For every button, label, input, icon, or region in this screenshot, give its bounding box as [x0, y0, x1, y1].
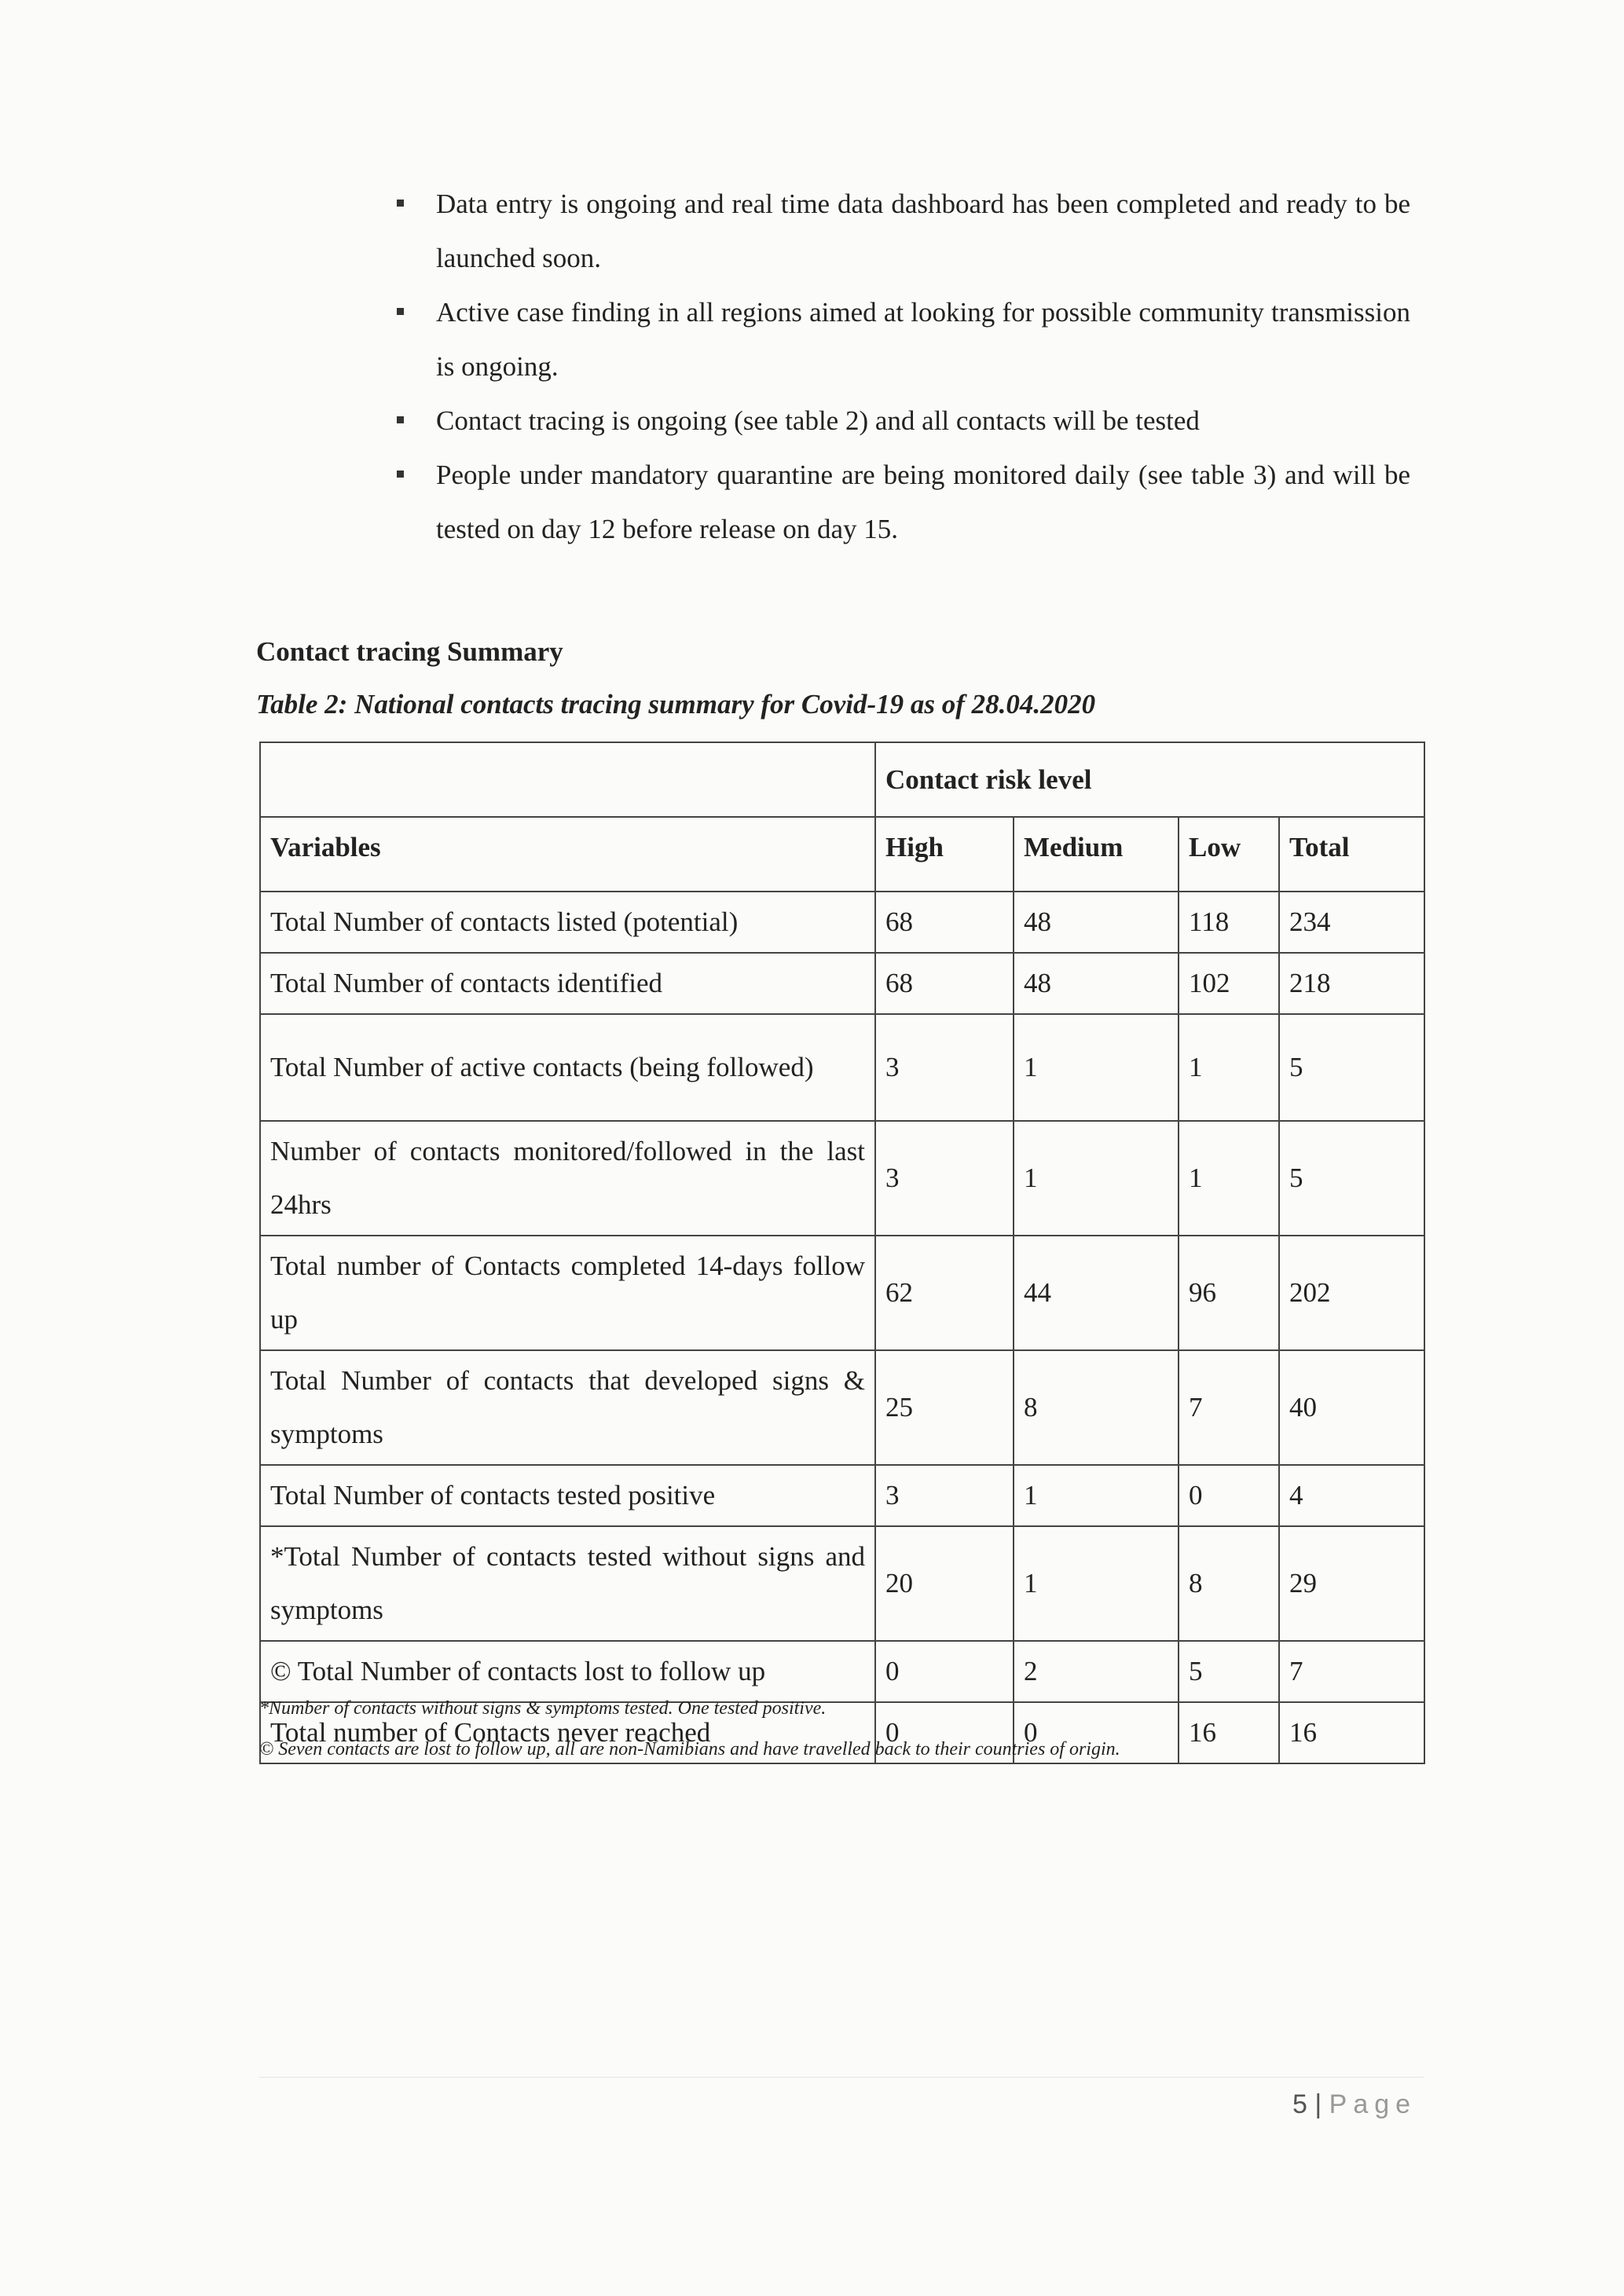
- variable-cell: © Total Number of contacts lost to follo…: [259, 1640, 876, 1703]
- value-cell: 3: [874, 1013, 1014, 1122]
- table-row: Number of contacts monitored/followed in…: [259, 1120, 1426, 1236]
- header-medium: Medium: [1013, 816, 1179, 892]
- value-cell: 234: [1278, 891, 1426, 954]
- value-cell: 1: [1178, 1120, 1280, 1236]
- value-cell: 0: [874, 1640, 1014, 1703]
- table-row: Total Number of contacts that developed …: [259, 1349, 1426, 1466]
- value-cell: 5: [1278, 1013, 1426, 1122]
- value-cell: 3: [874, 1464, 1014, 1527]
- footer-divider: [259, 2077, 1424, 2078]
- bullet-icon: [397, 416, 404, 423]
- variable-cell: Total Number of contacts that developed …: [259, 1349, 876, 1466]
- empty-header-cell: [259, 742, 876, 818]
- value-cell: 0: [874, 1701, 1014, 1764]
- table-row: Total Number of contacts identified 68 48 1…: [259, 952, 1426, 1015]
- header-high: High: [874, 816, 1014, 892]
- value-cell: 5: [1278, 1120, 1426, 1236]
- bullet-item: People under mandatory quarantine are be…: [397, 448, 1410, 556]
- table-row: Total Number of active contacts (being f…: [259, 1013, 1426, 1122]
- variable-cell: Total Number of contacts tested positive: [259, 1464, 876, 1527]
- variable-cell: Total Number of active contacts (being f…: [259, 1013, 876, 1122]
- bullet-item: Contact tracing is ongoing (see table 2)…: [397, 394, 1410, 448]
- value-cell: 1: [1013, 1120, 1179, 1236]
- table-row: Total number of Contacts completed 14-da…: [259, 1235, 1426, 1351]
- value-cell: 25: [874, 1349, 1014, 1466]
- table-row: Total Number of contacts tested positive…: [259, 1464, 1426, 1527]
- bullet-text: Active case finding in all regions aimed…: [436, 297, 1410, 382]
- value-cell: 68: [874, 952, 1014, 1015]
- value-cell: 44: [1013, 1235, 1179, 1351]
- bullet-text: People under mandatory quarantine are be…: [436, 460, 1410, 544]
- value-cell: 48: [1013, 952, 1179, 1015]
- value-cell: 118: [1178, 891, 1280, 954]
- bullet-item: Data entry is ongoing and real time data…: [397, 177, 1410, 285]
- bullet-icon: [397, 308, 404, 315]
- value-cell: 16: [1178, 1701, 1280, 1764]
- value-cell: 202: [1278, 1235, 1426, 1351]
- table-row: *Total Number of contacts tested without…: [259, 1525, 1426, 1642]
- value-cell: 4: [1278, 1464, 1426, 1527]
- bullet-item: Active case finding in all regions aimed…: [397, 285, 1410, 394]
- value-cell: 68: [874, 891, 1014, 954]
- page-sep: |: [1307, 2089, 1329, 2119]
- page-label: Page: [1329, 2089, 1417, 2119]
- table-row: © Total Number of contacts lost to follo…: [259, 1640, 1426, 1703]
- value-cell: 8: [1013, 1349, 1179, 1466]
- page-num: 5: [1292, 2089, 1307, 2119]
- header-low: Low: [1178, 816, 1280, 892]
- value-cell: 16: [1278, 1701, 1426, 1764]
- value-cell: 102: [1178, 952, 1280, 1015]
- header-total: Total: [1278, 816, 1426, 892]
- value-cell: 5: [1178, 1640, 1280, 1703]
- variable-cell: Total number of Contacts completed 14-da…: [259, 1235, 876, 1351]
- table-caption: Table 2: National contacts tracing summa…: [256, 689, 1096, 720]
- value-cell: 29: [1278, 1525, 1426, 1642]
- page-number: 5 | Page: [1292, 2089, 1417, 2120]
- value-cell: 1: [1178, 1013, 1280, 1122]
- value-cell: 1: [1013, 1464, 1179, 1527]
- bullet-text: Data entry is ongoing and real time data…: [436, 189, 1410, 273]
- value-cell: 1: [1013, 1013, 1179, 1122]
- value-cell: 1: [1013, 1525, 1179, 1642]
- variable-cell: *Total Number of contacts tested without…: [259, 1525, 876, 1642]
- footnote-asterisk: *Number of contacts without signs & symp…: [259, 1698, 827, 1719]
- table-row: Total number of Contacts never reached 0 0…: [259, 1701, 1426, 1764]
- value-cell: 48: [1013, 891, 1179, 954]
- bullet-list: Data entry is ongoing and real time data…: [397, 177, 1410, 556]
- variable-cell: Number of contacts monitored/followed in…: [259, 1120, 876, 1236]
- value-cell: 0: [1178, 1464, 1280, 1527]
- value-cell: 20: [874, 1525, 1014, 1642]
- value-cell: 218: [1278, 952, 1426, 1015]
- value-cell: 62: [874, 1235, 1014, 1351]
- variable-cell: Total Number of contacts identified: [259, 952, 876, 1015]
- value-cell: 7: [1278, 1640, 1426, 1703]
- value-cell: 0: [1013, 1701, 1179, 1764]
- value-cell: 8: [1178, 1525, 1280, 1642]
- header-variables: Variables: [259, 816, 876, 892]
- section-heading: Contact tracing Summary: [256, 636, 563, 667]
- value-cell: 40: [1278, 1349, 1426, 1466]
- value-cell: 96: [1178, 1235, 1280, 1351]
- bullet-text: Contact tracing is ongoing (see table 2)…: [436, 405, 1200, 436]
- variable-cell: Total Number of contacts listed (potenti…: [259, 891, 876, 954]
- value-cell: 2: [1013, 1640, 1179, 1703]
- value-cell: 3: [874, 1120, 1014, 1236]
- table-row: Total Number of contacts listed (potenti…: [259, 891, 1426, 954]
- contact-tracing-table: Contact risk level Variables High Medium…: [259, 742, 1426, 1764]
- value-cell: 7: [1178, 1349, 1280, 1466]
- bullet-icon: [397, 200, 404, 207]
- bullet-icon: [397, 471, 404, 478]
- header-row: Variables High Medium Low Total: [259, 816, 1426, 892]
- group-header: Contact risk level: [874, 742, 1426, 818]
- footnote-copyright: © Seven contacts are lost to follow up, …: [259, 1739, 1120, 1760]
- variable-cell: Total number of Contacts never reached: [259, 1701, 876, 1764]
